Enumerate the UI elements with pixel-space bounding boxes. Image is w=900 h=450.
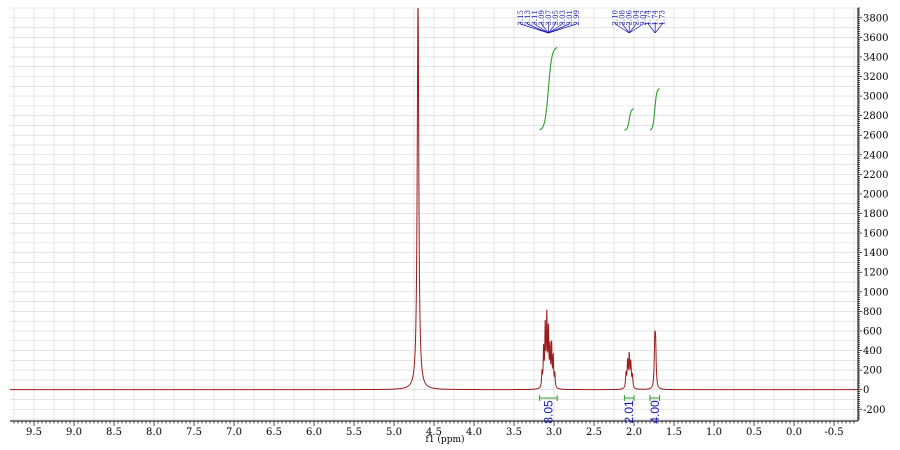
peak-leader-line <box>534 23 549 34</box>
peak-label: 2.06 <box>626 9 634 25</box>
x-tick-label: 7.5 <box>186 427 202 438</box>
x-tick-label: 6.5 <box>266 427 282 438</box>
y-tick-label: 2000 <box>863 189 888 200</box>
integral-curve <box>649 88 660 131</box>
x-axis-label: f1 (ppm) <box>426 434 465 445</box>
peak-label-groups: 3.15 3.13 3.11 3.09 3.07 3.05 3.03 3.01 2.99 2.10… <box>517 9 667 34</box>
x-tick-label: 5.0 <box>386 427 402 438</box>
peak-label: 2.10 <box>612 10 620 26</box>
peak-label: 1.74 <box>645 9 653 25</box>
peak-label: 3.11 <box>531 10 539 26</box>
peak-label: 3.05 <box>552 10 560 26</box>
x-tick-label: 2.0 <box>626 427 642 438</box>
x-tick-label: 3.5 <box>506 427 522 438</box>
x-tick-label: -0.5 <box>824 427 843 438</box>
peak-leader-line <box>548 23 570 34</box>
peak-label: 1.73 <box>659 10 667 26</box>
integral-value-label: 2.01 <box>622 400 636 424</box>
integral-value-label: 8.05 <box>541 400 555 424</box>
y-tick-label: 1400 <box>863 248 888 259</box>
peak-leader-line <box>621 23 630 34</box>
y-tick-label: 2200 <box>863 170 888 181</box>
x-tick-label: 7.0 <box>226 427 242 438</box>
peak-leader-line <box>548 23 577 34</box>
y-tick-label: 1000 <box>863 287 888 298</box>
x-tick-label: 5.5 <box>346 427 362 438</box>
peak-leader-line <box>647 23 656 34</box>
peak-leader-line <box>628 23 637 34</box>
peak-leader-line <box>527 23 549 34</box>
grid <box>10 7 858 421</box>
y-tick-label: 2800 <box>863 111 888 122</box>
y-tick-label: 1200 <box>863 268 888 279</box>
peak-leader-line <box>520 23 549 34</box>
peak-label: 3.13 <box>524 10 532 26</box>
peak-label: 3.01 <box>566 10 574 26</box>
x-tick-label: 0.5 <box>746 427 762 438</box>
peak-label: 2.02 <box>640 10 648 26</box>
y-tick-label: 400 <box>863 346 882 357</box>
x-tick-label: 2.5 <box>586 427 602 438</box>
peak-leader-line <box>548 23 556 34</box>
y-tick-label: 3000 <box>863 92 888 103</box>
x-tick-label: 9.0 <box>66 427 82 438</box>
y-tick-label: 1800 <box>863 209 888 220</box>
x-tick-label: 6.0 <box>306 427 322 438</box>
x-tick-label: 4.5 <box>426 427 442 438</box>
peak-label: 2.08 <box>619 10 627 26</box>
y-axis-ticks: -200 0 200 400 600 800 1000 1200 1400 1600 1800 200… <box>858 7 888 420</box>
x-tick-label: 1.5 <box>666 427 682 438</box>
peak-leader-line <box>615 23 630 34</box>
y-tick-label: -200 <box>863 405 885 416</box>
peak-leader-line <box>629 23 644 34</box>
y-tick-label: 600 <box>863 326 882 337</box>
integral-curve <box>539 47 558 131</box>
x-tick-label: 9.5 <box>26 427 42 438</box>
peak-leader-line <box>654 23 663 34</box>
integral-curves: 8.05 2.01 4.00 <box>539 47 662 424</box>
y-tick-label: 200 <box>863 366 882 377</box>
peak-label: 3.03 <box>559 10 567 26</box>
y-tick-label: 3600 <box>863 33 888 44</box>
peak-label: 3.09 <box>538 10 546 26</box>
peak-label: 1.74 <box>652 9 660 25</box>
y-tick-label: 1600 <box>863 229 888 240</box>
integral-curve <box>624 108 635 131</box>
x-axis-ticks: 9.5 9.0 8.5 8.0 7.5 7.0 6.5 6.0 5.5 5.0 4.5 4.0 3.5 3… <box>13 421 855 438</box>
peak-label: 3.15 <box>517 10 525 26</box>
x-tick-label: 8.5 <box>106 427 122 438</box>
x-tick-label: 1.0 <box>706 427 722 438</box>
spectrum-series <box>10 7 858 391</box>
x-tick-label: 0.0 <box>786 427 802 438</box>
peak-leader-line <box>541 23 549 34</box>
y-tick-label: 0 <box>863 385 869 396</box>
peak-leader-line <box>548 23 563 34</box>
x-tick-label: 8.0 <box>146 427 162 438</box>
y-tick-label: 800 <box>863 307 882 318</box>
peak-label: 2.04 <box>633 9 641 25</box>
peak-label: 3.07 <box>545 10 553 26</box>
peak-label: 2.99 <box>573 10 581 26</box>
y-tick-label: 3800 <box>863 13 888 24</box>
y-tick-label: 3200 <box>863 72 888 83</box>
y-tick-label: 3400 <box>863 52 888 63</box>
y-tick-label: 2400 <box>863 150 888 161</box>
y-tick-label: 2600 <box>863 131 888 142</box>
spectrum-line <box>10 7 858 391</box>
x-tick-label: 4.0 <box>466 427 482 438</box>
x-tick-label: 3.0 <box>546 427 562 438</box>
integral-value-label: 4.00 <box>648 400 662 424</box>
